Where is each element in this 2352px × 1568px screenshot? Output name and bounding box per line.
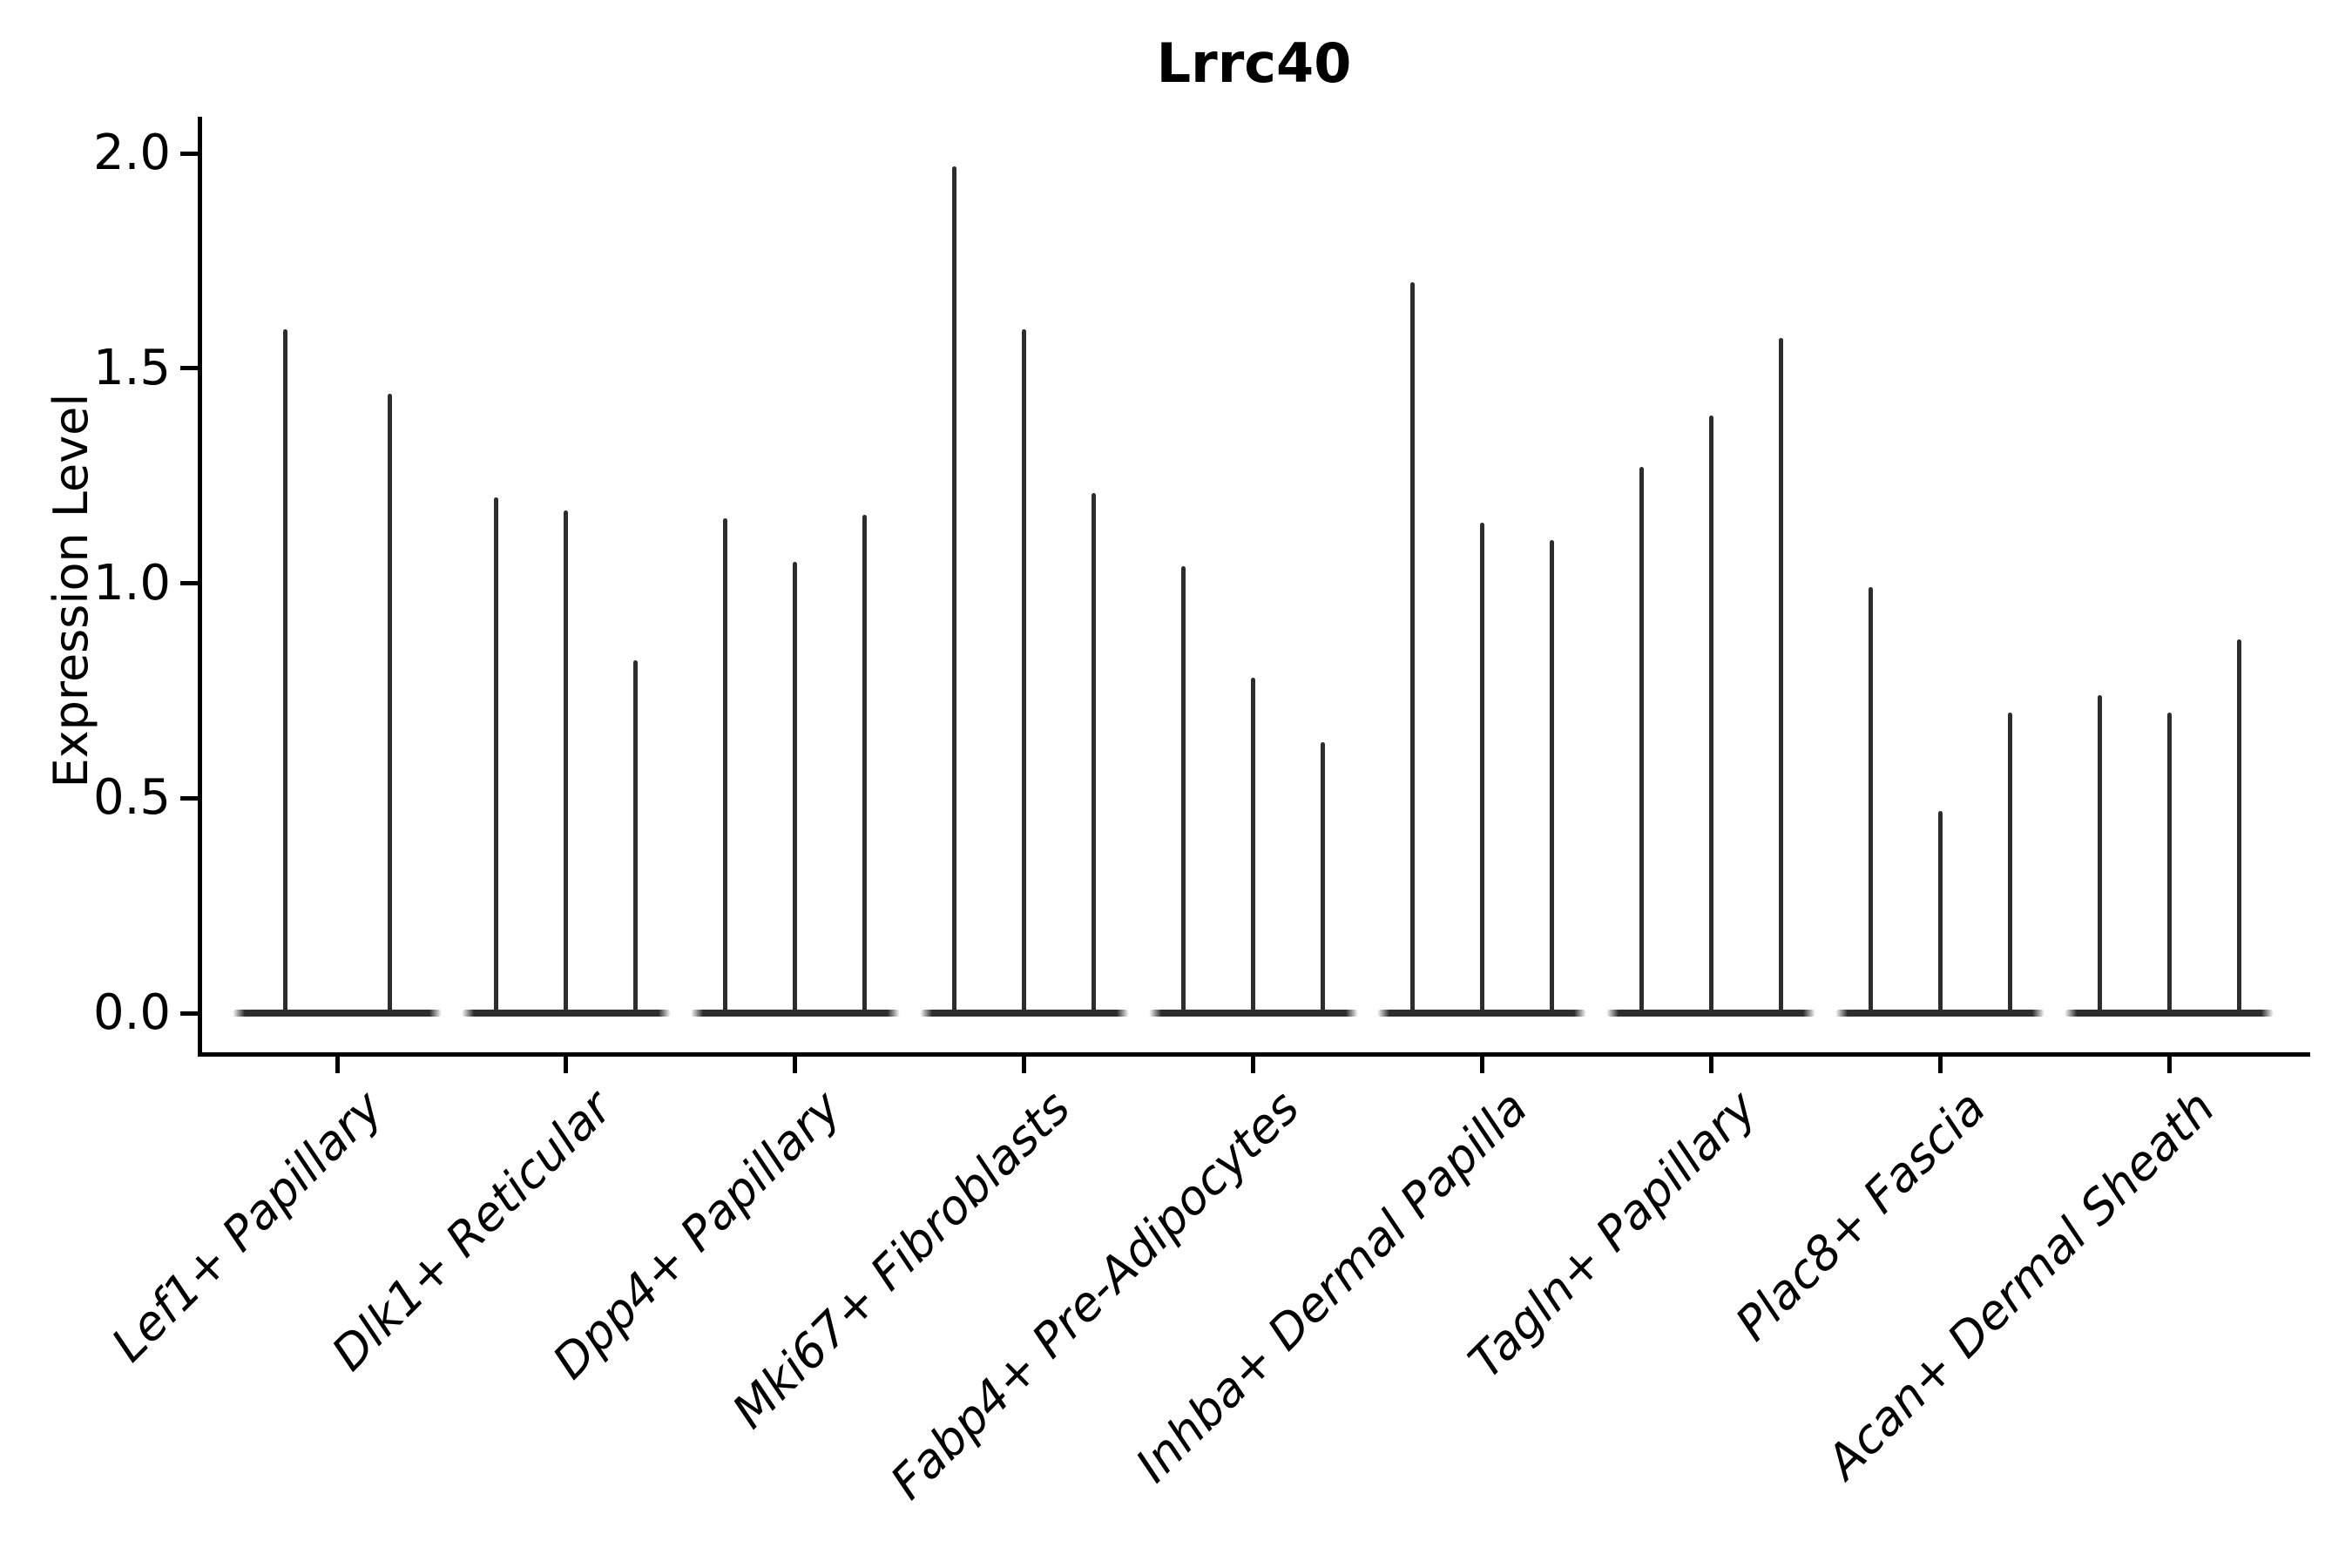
violin-needle-8-2 bbox=[1937, 811, 1943, 1017]
violin-needle-4-1 bbox=[952, 166, 957, 1017]
y-tick-label: 1.5 bbox=[92, 339, 171, 396]
violin-needle-1-2 bbox=[387, 394, 392, 1017]
x-tick-mark bbox=[564, 1056, 569, 1073]
x-tick-mark bbox=[1251, 1056, 1255, 1073]
violin-needle-9-2 bbox=[2166, 712, 2172, 1017]
y-tick-mark bbox=[180, 1010, 198, 1016]
violin-needle-5-2 bbox=[1251, 678, 1255, 1017]
violin-needle-2-3 bbox=[633, 660, 639, 1017]
y-axis-spine bbox=[198, 117, 202, 1057]
x-tick-mark bbox=[1022, 1056, 1027, 1073]
x-tick-mark bbox=[2166, 1056, 2172, 1073]
x-tick-mark bbox=[1937, 1056, 1943, 1073]
violin-needle-3-3 bbox=[862, 514, 868, 1017]
y-tick-mark bbox=[180, 581, 198, 585]
violin-needle-2-1 bbox=[494, 497, 499, 1017]
violin-needle-5-3 bbox=[1321, 742, 1325, 1017]
y-tick-label: 1.0 bbox=[92, 554, 171, 612]
plot-title: Lrrc40 bbox=[1156, 31, 1352, 95]
violin-needle-9-3 bbox=[2236, 639, 2241, 1017]
violin-needle-4-2 bbox=[1022, 329, 1027, 1017]
violin-needle-1-1 bbox=[282, 329, 287, 1017]
x-tick-label: Acan+ Dermal Sheath bbox=[1815, 1079, 2226, 1490]
violin-needle-7-2 bbox=[1708, 416, 1713, 1017]
y-tick-label: 0.0 bbox=[92, 984, 171, 1041]
x-tick-mark bbox=[1479, 1056, 1484, 1073]
x-tick-mark bbox=[335, 1056, 340, 1073]
violin-needle-3-1 bbox=[723, 518, 728, 1017]
y-tick-label: 2.0 bbox=[92, 125, 171, 181]
x-tick-label: Fabp4+ Pre-Adipocytes bbox=[879, 1079, 1309, 1511]
violin-needle-6-2 bbox=[1479, 523, 1484, 1017]
x-tick-mark bbox=[793, 1056, 798, 1073]
violin-needle-3-2 bbox=[793, 561, 798, 1017]
violin-needle-8-3 bbox=[2007, 712, 2012, 1017]
violin-needle-6-1 bbox=[1409, 282, 1415, 1017]
violin-base-1 bbox=[233, 1010, 442, 1017]
violin-needle-9-1 bbox=[2097, 694, 2102, 1017]
violin-needle-7-3 bbox=[1778, 338, 1783, 1017]
y-tick-label: 0.5 bbox=[92, 769, 171, 827]
violin-needle-8-1 bbox=[1868, 587, 1873, 1017]
x-axis-spine bbox=[198, 1052, 2310, 1057]
violin-needle-2-2 bbox=[564, 510, 569, 1017]
x-tick-label: Inhba+ Dermal Papilla bbox=[1125, 1079, 1538, 1493]
violin-needle-6-3 bbox=[1549, 540, 1554, 1017]
violin-needle-4-3 bbox=[1092, 492, 1097, 1017]
violin-needle-5-1 bbox=[1181, 565, 1186, 1017]
violin-needle-7-1 bbox=[1639, 467, 1644, 1017]
y-tick-mark bbox=[180, 366, 198, 371]
y-tick-mark bbox=[180, 151, 198, 156]
x-tick-mark bbox=[1708, 1056, 1713, 1073]
y-tick-mark bbox=[180, 795, 198, 801]
